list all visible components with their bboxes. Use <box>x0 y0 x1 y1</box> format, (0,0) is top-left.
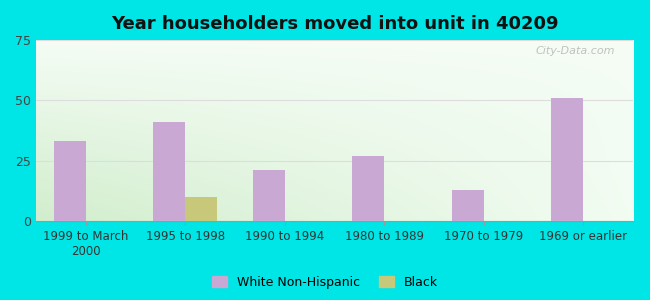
Bar <box>551 98 583 221</box>
Bar <box>352 156 384 221</box>
Bar <box>153 122 185 221</box>
Bar <box>185 197 217 221</box>
Text: City-Data.com: City-Data.com <box>536 46 615 56</box>
Legend: White Non-Hispanic, Black: White Non-Hispanic, Black <box>207 271 443 294</box>
Bar <box>253 170 285 221</box>
Bar <box>54 141 86 221</box>
Title: Year householders moved into unit in 40209: Year householders moved into unit in 402… <box>111 15 558 33</box>
Bar <box>452 190 484 221</box>
